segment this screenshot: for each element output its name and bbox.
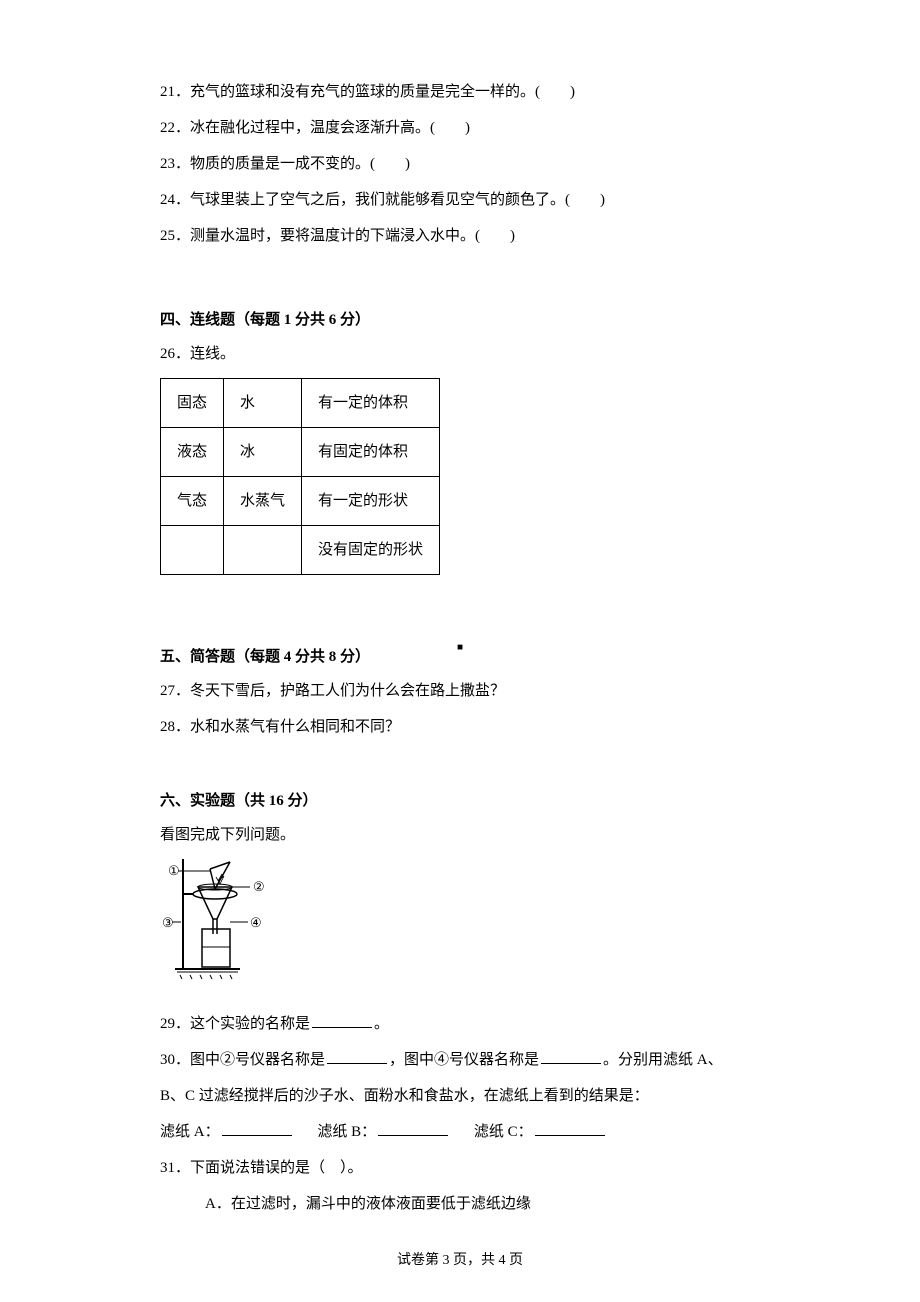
table-cell: 有一定的体积: [302, 379, 440, 428]
section-6-title: 六、实验题（共 16 分）: [160, 789, 760, 813]
question-27: 27．冬天下雪后，护路工人们为什么会在路上撒盐？: [160, 679, 760, 703]
question-28: 28．水和水蒸气有什么相同和不同？: [160, 715, 760, 739]
q22-text: ．冰在融化过程中，温度会逐渐升高。( ): [175, 120, 470, 136]
blank-fill[interactable]: [378, 1121, 448, 1136]
table-row: 没有固定的形状: [161, 526, 440, 575]
table-cell: 有固定的体积: [302, 428, 440, 477]
table-row: 气态 水蒸气 有一定的形状: [161, 477, 440, 526]
q24-text: ．气球里装上了空气之后，我们就能够看见空气的颜色了。( ): [175, 192, 605, 208]
question-26: 26．连线。: [160, 342, 760, 366]
diagram-label-1: ①: [168, 863, 180, 878]
q29-prefix: 29．这个实验的名称是: [160, 1016, 310, 1032]
question-30-line2: B、C 过滤经搅拌后的沙子水、面粉水和食盐水，在滤纸上看到的结果是：: [160, 1084, 760, 1108]
question-25: 25．测量水温时，要将温度计的下端浸入水中。( ): [160, 224, 760, 248]
q22-num: 22: [160, 120, 175, 136]
question-30-line1: 30．图中②号仪器名称是 ，图中④号仪器名称是 。分别用滤纸 A、: [160, 1048, 760, 1072]
question-24: 24．气球里装上了空气之后，我们就能够看见空气的颜色了。( ): [160, 188, 760, 212]
q29-suffix: 。: [374, 1016, 389, 1032]
q21-num: 21: [160, 84, 175, 100]
filter-c-label: 滤纸 C：: [474, 1124, 533, 1140]
table-row: 液态 冰 有固定的体积: [161, 428, 440, 477]
table-cell: 冰: [224, 428, 302, 477]
table-cell: 水蒸气: [224, 477, 302, 526]
matching-table: 固态 水 有一定的体积 液态 冰 有固定的体积 气态 水蒸气 有一定的形状 没有…: [160, 378, 440, 575]
filter-b-label: 滤纸 B：: [317, 1124, 376, 1140]
diagram-label-3: ③: [162, 915, 174, 930]
table-cell: 有一定的形状: [302, 477, 440, 526]
q23-num: 23: [160, 156, 175, 172]
table-cell: 固态: [161, 379, 224, 428]
section-6-intro: 看图完成下列问题。: [160, 823, 760, 847]
filter-a-label: 滤纸 A：: [160, 1124, 220, 1140]
blank-fill[interactable]: [222, 1121, 292, 1136]
q23-text: ．物质的质量是一成不变的。( ): [175, 156, 410, 172]
q30-p3: 。分别用滤纸 A、: [603, 1052, 723, 1068]
blank-fill[interactable]: [312, 1013, 372, 1028]
table-row: 固态 水 有一定的体积: [161, 379, 440, 428]
table-cell: [161, 526, 224, 575]
question-31-option-a: A．在过滤时，漏斗中的液体液面要低于滤纸边缘: [205, 1192, 760, 1216]
table-cell: 气态: [161, 477, 224, 526]
center-marker: ■: [457, 640, 463, 656]
blank-fill[interactable]: [327, 1049, 387, 1064]
question-22: 22．冰在融化过程中，温度会逐渐升高。( ): [160, 116, 760, 140]
blank-fill[interactable]: [535, 1121, 605, 1136]
question-29: 29．这个实验的名称是 。: [160, 1012, 760, 1036]
question-31: 31．下面说法错误的是（ ）。: [160, 1156, 760, 1180]
q24-num: 24: [160, 192, 175, 208]
diagram-label-4: ④: [250, 915, 262, 930]
q25-num: 25: [160, 228, 175, 244]
table-cell: 没有固定的形状: [302, 526, 440, 575]
q30-p2: ，图中④号仪器名称是: [389, 1052, 539, 1068]
q25-text: ．测量水温时，要将温度计的下端浸入水中。( ): [175, 228, 515, 244]
question-21: 21．充气的篮球和没有充气的篮球的质量是完全一样的。( ): [160, 80, 760, 104]
table-cell: 液态: [161, 428, 224, 477]
table-cell: [224, 526, 302, 575]
q30-p1: 30．图中②号仪器名称是: [160, 1052, 325, 1068]
experiment-diagram: ① ② ③ ④: [160, 859, 760, 997]
blank-fill[interactable]: [541, 1049, 601, 1064]
page-footer: 试卷第 3 页，共 4 页: [0, 1250, 920, 1272]
filter-results: 滤纸 A： 滤纸 B： 滤纸 C：: [160, 1120, 760, 1144]
q21-text: ．充气的篮球和没有充气的篮球的质量是完全一样的。( ): [175, 84, 575, 100]
question-23: 23．物质的质量是一成不变的。( ): [160, 152, 760, 176]
table-cell: 水: [224, 379, 302, 428]
section-4-title: 四、连线题（每题 1 分共 6 分）: [160, 308, 760, 332]
diagram-label-2: ②: [253, 879, 265, 894]
